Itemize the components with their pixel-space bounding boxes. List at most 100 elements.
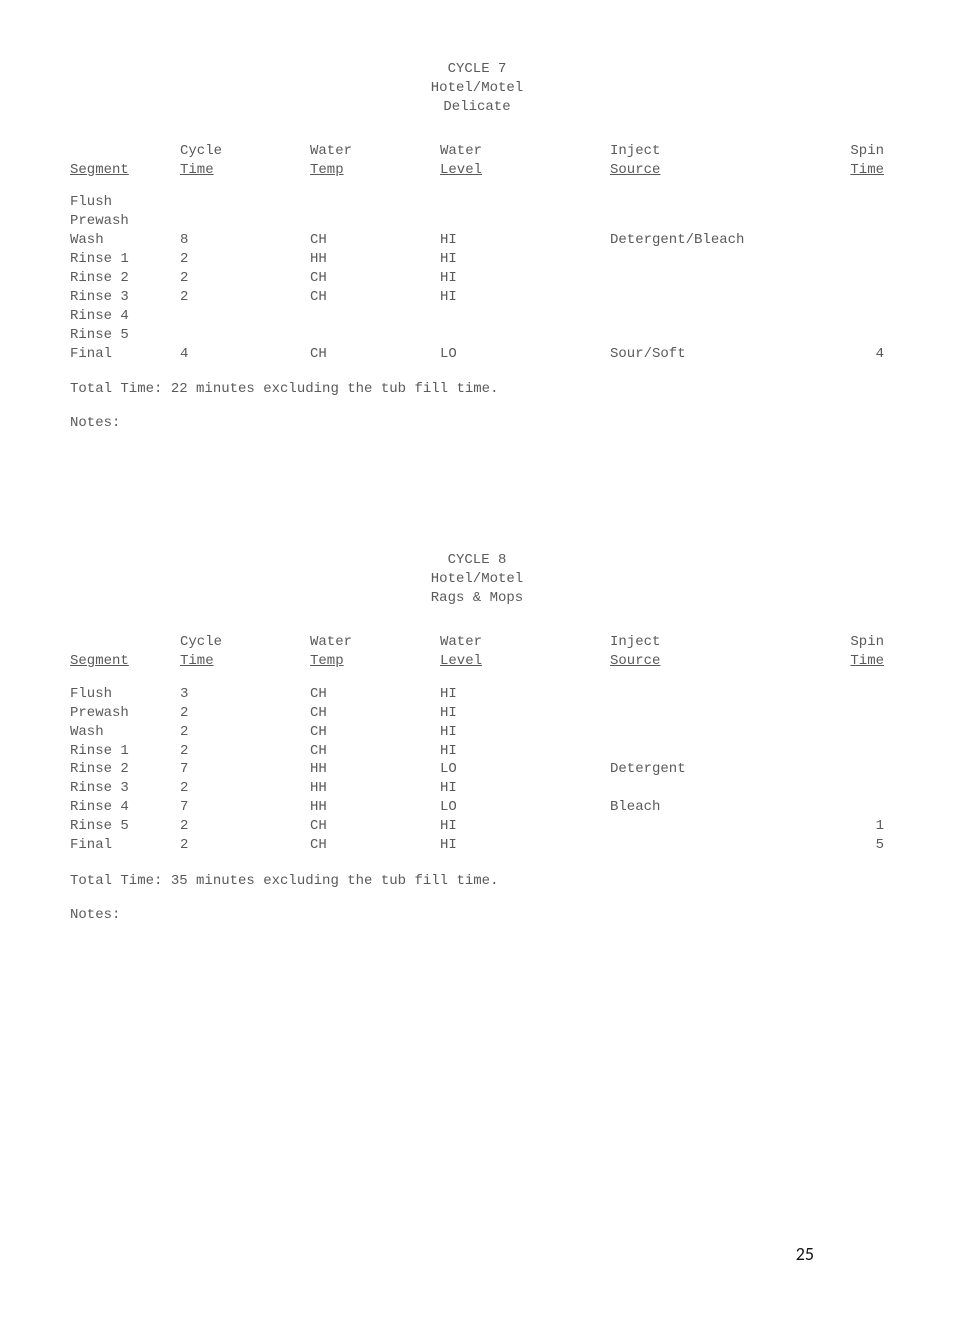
table-row: Wash8CHHIDetergent/Bleach bbox=[70, 231, 884, 250]
cell-inject bbox=[610, 704, 810, 723]
cell-cycletime bbox=[180, 212, 310, 231]
cell-segment: Rinse 4 bbox=[70, 307, 180, 326]
cell-waterlevel: HI bbox=[440, 685, 610, 704]
cell-inject bbox=[610, 742, 810, 761]
cycle7-title-line3: Delicate bbox=[70, 98, 884, 117]
cell-inject: Detergent/Bleach bbox=[610, 231, 810, 250]
cell-spin bbox=[810, 779, 884, 798]
table-row: Flush bbox=[70, 193, 884, 212]
cell-watertemp: CH bbox=[310, 836, 440, 855]
cell-spin bbox=[810, 250, 884, 269]
cell-cycletime: 2 bbox=[180, 250, 310, 269]
hdr-waterlevel-l1: Water bbox=[440, 633, 610, 652]
cell-inject bbox=[610, 269, 810, 288]
cell-inject bbox=[610, 817, 810, 836]
cycle8-table: Cycle Water Water Inject Spin Segment Ti… bbox=[70, 633, 884, 855]
cell-inject bbox=[610, 288, 810, 307]
table-row: Prewash bbox=[70, 212, 884, 231]
cell-segment: Rinse 2 bbox=[70, 760, 180, 779]
hdr-cycletime-l2: Time bbox=[180, 161, 310, 180]
cell-cycletime: 2 bbox=[180, 288, 310, 307]
cell-cycletime: 2 bbox=[180, 817, 310, 836]
cell-watertemp: HH bbox=[310, 760, 440, 779]
cell-waterlevel: HI bbox=[440, 231, 610, 250]
cell-cycletime: 2 bbox=[180, 779, 310, 798]
cell-watertemp: CH bbox=[310, 723, 440, 742]
cell-segment: Flush bbox=[70, 193, 180, 212]
cell-segment: Prewash bbox=[70, 704, 180, 723]
cell-inject bbox=[610, 250, 810, 269]
cell-inject bbox=[610, 723, 810, 742]
cycle8-total: Total Time: 35 minutes excluding the tub… bbox=[70, 873, 884, 889]
table-row: Rinse 27HHLODetergent bbox=[70, 760, 884, 779]
hdr-spin-l2: Time bbox=[810, 652, 884, 671]
cell-spin bbox=[810, 326, 884, 345]
cell-spin bbox=[810, 231, 884, 250]
cell-watertemp: CH bbox=[310, 231, 440, 250]
cell-inject bbox=[610, 779, 810, 798]
cell-inject bbox=[610, 326, 810, 345]
cell-cycletime: 7 bbox=[180, 760, 310, 779]
table-row: Final2CHHI5 bbox=[70, 836, 884, 855]
cell-cycletime: 2 bbox=[180, 742, 310, 761]
cell-segment: Rinse 5 bbox=[70, 326, 180, 345]
cycle7-title-line1: CYCLE 7 bbox=[70, 60, 884, 79]
cell-waterlevel: HI bbox=[440, 288, 610, 307]
cell-waterlevel: HI bbox=[440, 779, 610, 798]
cell-waterlevel bbox=[440, 326, 610, 345]
table-row: Prewash2CHHI bbox=[70, 704, 884, 723]
table-row: Rinse 4 bbox=[70, 307, 884, 326]
cell-cycletime bbox=[180, 307, 310, 326]
cell-watertemp: CH bbox=[310, 704, 440, 723]
cell-waterlevel: HI bbox=[440, 723, 610, 742]
cell-watertemp: CH bbox=[310, 288, 440, 307]
cell-inject: Sour/Soft bbox=[610, 345, 810, 364]
cell-watertemp bbox=[310, 212, 440, 231]
cell-watertemp: CH bbox=[310, 817, 440, 836]
table-row: Rinse 32CHHI bbox=[70, 288, 884, 307]
cell-spin bbox=[810, 269, 884, 288]
cell-watertemp bbox=[310, 307, 440, 326]
hdr-cycletime-l1: Cycle bbox=[180, 633, 310, 652]
cell-watertemp: CH bbox=[310, 345, 440, 364]
cycle7-table: Cycle Water Water Inject Spin Segment Ti… bbox=[70, 142, 884, 364]
cell-cycletime bbox=[180, 193, 310, 212]
hdr-watertemp-l2: Temp bbox=[310, 652, 440, 671]
hdr-watertemp-l2: Temp bbox=[310, 161, 440, 180]
cell-watertemp: CH bbox=[310, 685, 440, 704]
cell-inject: Detergent bbox=[610, 760, 810, 779]
hdr-inject-l1: Inject bbox=[610, 633, 810, 652]
cell-inject bbox=[610, 193, 810, 212]
cell-waterlevel: HI bbox=[440, 817, 610, 836]
cell-waterlevel: LO bbox=[440, 798, 610, 817]
hdr-inject-l1: Inject bbox=[610, 142, 810, 161]
hdr-waterlevel-l2: Level bbox=[440, 652, 610, 671]
cell-spin: 4 bbox=[810, 345, 884, 364]
cell-cycletime: 7 bbox=[180, 798, 310, 817]
cell-segment: Rinse 4 bbox=[70, 798, 180, 817]
cell-segment: Final bbox=[70, 836, 180, 855]
cell-watertemp: CH bbox=[310, 269, 440, 288]
cell-spin: 5 bbox=[810, 836, 884, 855]
cell-spin bbox=[810, 193, 884, 212]
cell-segment: Wash bbox=[70, 723, 180, 742]
table-row: Rinse 22CHHI bbox=[70, 269, 884, 288]
cell-segment: Wash bbox=[70, 231, 180, 250]
hdr-spin-l2: Time bbox=[810, 161, 884, 180]
cell-watertemp: CH bbox=[310, 742, 440, 761]
table-row: Rinse 52CHHI1 bbox=[70, 817, 884, 836]
cell-watertemp: HH bbox=[310, 779, 440, 798]
hdr-watertemp-l1: Water bbox=[310, 142, 440, 161]
cell-watertemp bbox=[310, 193, 440, 212]
cell-segment: Rinse 1 bbox=[70, 250, 180, 269]
table-row: Rinse 32HHHI bbox=[70, 779, 884, 798]
hdr-segment-l1 bbox=[70, 633, 180, 652]
cycle7-title: CYCLE 7 Hotel/Motel Delicate bbox=[70, 60, 884, 117]
cell-waterlevel bbox=[440, 193, 610, 212]
table-row: Rinse 12CHHI bbox=[70, 742, 884, 761]
cell-spin: 1 bbox=[810, 817, 884, 836]
cell-spin bbox=[810, 742, 884, 761]
page-number: 25 bbox=[796, 1243, 814, 1265]
cell-cycletime: 2 bbox=[180, 836, 310, 855]
cell-waterlevel: LO bbox=[440, 760, 610, 779]
